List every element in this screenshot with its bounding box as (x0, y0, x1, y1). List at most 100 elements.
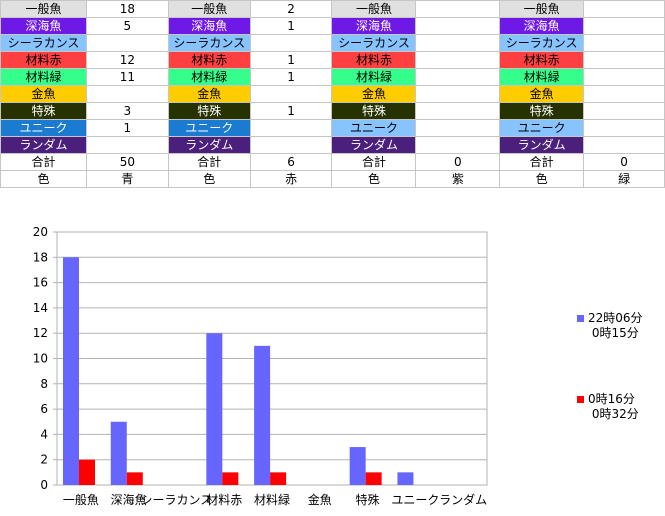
value-cell[interactable] (85, 34, 169, 52)
value-cell[interactable]: 3 (85, 102, 169, 120)
row-label-cell[interactable]: 一般魚 (167, 0, 251, 18)
bar-series1 (206, 333, 223, 485)
row-label-cell[interactable]: 材料赤 (167, 51, 251, 69)
value-cell[interactable]: 50 (85, 153, 169, 171)
value-cell[interactable]: 0 (583, 153, 665, 171)
row-label-cell[interactable]: 深海魚 (167, 17, 251, 35)
row-label-cell[interactable]: シーラカンス (331, 34, 417, 52)
value-cell[interactable] (249, 136, 333, 154)
value-cell[interactable]: 0 (415, 153, 501, 171)
row-label-cell[interactable]: 一般魚 (0, 0, 87, 18)
value-cell[interactable] (583, 17, 665, 35)
value-cell[interactable] (85, 136, 169, 154)
row-label-cell[interactable]: 色 (499, 170, 585, 188)
value-cell[interactable]: 1 (85, 119, 169, 137)
row-label-cell[interactable]: 色 (167, 170, 251, 188)
row-label-cell[interactable]: ユニーク (331, 119, 417, 137)
value-cell[interactable]: 緑 (583, 170, 665, 188)
value-cell[interactable] (583, 68, 665, 86)
row-label-cell[interactable]: 材料赤 (331, 51, 417, 69)
value-cell[interactable] (249, 85, 333, 103)
row-label-cell[interactable]: 金魚 (167, 85, 251, 103)
row-label-cell[interactable]: 材料緑 (167, 68, 251, 86)
value-cell[interactable]: 18 (85, 0, 169, 18)
row-label-cell[interactable]: 材料赤 (499, 51, 585, 69)
row-label-cell[interactable]: ユニーク (499, 119, 585, 137)
row-label-cell[interactable]: 合計 (0, 153, 87, 171)
value-cell[interactable] (85, 85, 169, 103)
row-label-cell[interactable]: 深海魚 (499, 17, 585, 35)
value-cell[interactable]: 12 (85, 51, 169, 69)
value-cell[interactable] (415, 51, 501, 69)
value-cell[interactable]: 2 (249, 0, 333, 18)
value-cell[interactable]: 1 (249, 102, 333, 120)
value-cell[interactable] (249, 34, 333, 52)
row-label-cell[interactable]: 深海魚 (0, 17, 87, 35)
row-label-cell[interactable]: 合計 (167, 153, 251, 171)
row-label-cell[interactable]: 色 (331, 170, 417, 188)
value-cell[interactable] (415, 119, 501, 137)
row-label-cell[interactable]: 一般魚 (331, 0, 417, 18)
row-label-cell[interactable]: 材料緑 (0, 68, 87, 86)
row-label-cell[interactable]: 金魚 (0, 85, 87, 103)
row-label-cell[interactable]: 材料緑 (499, 68, 585, 86)
value-cell[interactable] (415, 17, 501, 35)
bar-series2 (270, 472, 287, 485)
row-label-cell[interactable]: シーラカンス (499, 34, 585, 52)
value-cell[interactable] (415, 85, 501, 103)
table-row: 金魚 金魚 金魚 金魚 (0, 85, 665, 103)
row-label-cell[interactable]: 材料赤 (0, 51, 87, 69)
row-label-cell[interactable]: ランダム (331, 136, 417, 154)
row-label-cell[interactable]: 色 (0, 170, 87, 188)
x-tick-label: 深海魚 (111, 492, 147, 507)
value-cell[interactable] (415, 102, 501, 120)
row-label-cell[interactable]: 金魚 (499, 85, 585, 103)
value-cell[interactable] (249, 119, 333, 137)
value-cell[interactable] (583, 136, 665, 154)
row-label-cell[interactable]: 材料緑 (331, 68, 417, 86)
y-tick-label: 14 (33, 301, 48, 315)
value-cell[interactable] (583, 119, 665, 137)
value-cell[interactable] (583, 34, 665, 52)
bar-series2 (79, 459, 95, 485)
row-label-cell[interactable]: 特殊 (167, 102, 251, 120)
value-cell[interactable]: 1 (249, 51, 333, 69)
value-cell[interactable]: 1 (249, 68, 333, 86)
x-tick-label: 特殊 (356, 492, 380, 507)
value-cell[interactable]: 11 (85, 68, 169, 86)
value-cell[interactable]: 青 (85, 170, 169, 188)
row-label-cell[interactable]: 特殊 (499, 102, 585, 120)
value-cell[interactable] (415, 136, 501, 154)
row-label-cell[interactable]: 合計 (331, 153, 417, 171)
value-cell[interactable]: 5 (85, 17, 169, 35)
legend-label: 0時16分 (588, 392, 635, 406)
row-label-cell[interactable]: 深海魚 (331, 17, 417, 35)
value-cell[interactable] (583, 0, 665, 18)
x-tick-label: シーラカンス (141, 493, 213, 507)
value-cell[interactable] (415, 68, 501, 86)
value-cell[interactable]: 赤 (249, 170, 333, 188)
y-tick-label: 18 (33, 250, 48, 264)
row-label-cell[interactable]: ユニーク (167, 119, 251, 137)
row-label-cell[interactable]: ランダム (499, 136, 585, 154)
row-label-cell[interactable]: ランダム (167, 136, 251, 154)
value-cell[interactable] (415, 0, 501, 18)
row-label-cell[interactable]: シーラカンス (0, 34, 87, 52)
value-cell[interactable]: 紫 (415, 170, 501, 188)
value-cell[interactable] (583, 102, 665, 120)
row-label-cell[interactable]: ランダム (0, 136, 87, 154)
row-label-cell[interactable]: 特殊 (331, 102, 417, 120)
row-label-cell[interactable]: シーラカンス (167, 34, 251, 52)
value-cell[interactable] (415, 34, 501, 52)
x-tick-label: 一般魚 (63, 492, 99, 507)
value-cell[interactable] (583, 51, 665, 69)
row-label-cell[interactable]: 特殊 (0, 102, 87, 120)
y-tick-label: 6 (40, 402, 48, 416)
value-cell[interactable] (583, 85, 665, 103)
row-label-cell[interactable]: 一般魚 (499, 0, 585, 18)
row-label-cell[interactable]: 合計 (499, 153, 585, 171)
row-label-cell[interactable]: ユニーク (0, 119, 87, 137)
value-cell[interactable]: 1 (249, 17, 333, 35)
value-cell[interactable]: 6 (249, 153, 333, 171)
row-label-cell[interactable]: 金魚 (331, 85, 417, 103)
